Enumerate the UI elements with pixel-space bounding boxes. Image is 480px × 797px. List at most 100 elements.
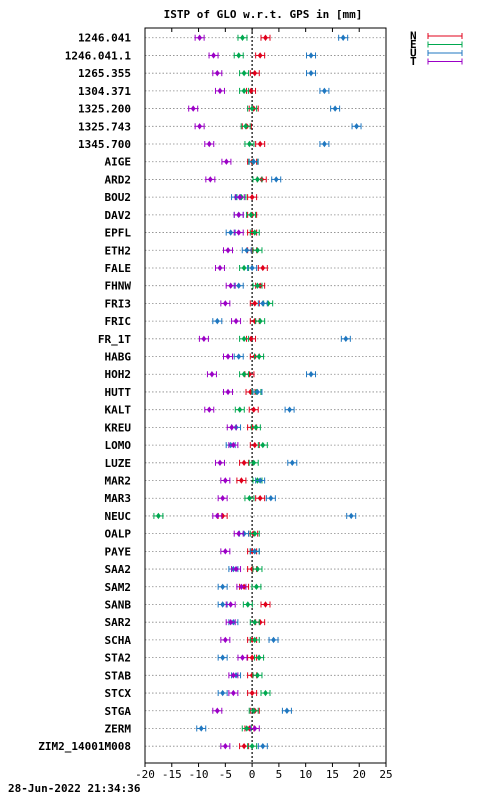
point-e: [250, 424, 261, 431]
x-tick-label: -15: [162, 768, 182, 781]
point-e: [251, 583, 262, 590]
point-n: [236, 477, 247, 484]
point-u: [212, 317, 223, 325]
station-label: 1246.041: [78, 32, 131, 45]
point-u: [268, 636, 279, 644]
station-label: ZIM2_14001M008: [38, 740, 131, 753]
x-tick-label: -20: [135, 768, 155, 781]
point-u: [306, 52, 317, 59]
point-e: [254, 654, 265, 661]
point-t: [204, 140, 215, 148]
point-n: [247, 689, 258, 697]
station-label: 1265.355: [78, 67, 131, 80]
point-u: [330, 105, 341, 112]
point-u: [351, 123, 362, 130]
point-t: [220, 300, 231, 307]
point-n: [246, 335, 257, 343]
grid-layer: [145, 28, 386, 763]
point-e: [237, 34, 248, 41]
legend-entry: N: [410, 30, 463, 43]
point-e: [252, 247, 263, 254]
station-label: KALT: [105, 404, 132, 417]
station-label: DAV2: [105, 209, 132, 222]
legend-label: T: [410, 55, 417, 68]
station-label: FRIC: [105, 315, 132, 328]
point-t: [220, 548, 231, 555]
point-t: [231, 317, 242, 325]
x-tick-label: -5: [219, 768, 232, 781]
point-u: [346, 512, 357, 520]
station-label: ETH2: [105, 244, 132, 257]
point-u: [265, 495, 276, 502]
point-u: [257, 300, 268, 307]
station-label: PAYE: [105, 545, 132, 558]
x-tick-label: 20: [353, 768, 366, 781]
point-u: [217, 689, 228, 697]
station-label: ZERM: [105, 722, 132, 735]
chart-title: ISTP of GLO w.r.t. GPS in [mm]: [164, 8, 363, 21]
x-axis-ticks: -20 -15 -10 -5 0 5 10 15 20 25: [135, 28, 393, 781]
point-t: [249, 725, 260, 732]
station-label: FR_1T: [98, 333, 131, 346]
station-label: SANB: [105, 598, 132, 611]
point-t: [212, 707, 223, 714]
point-e: [260, 689, 271, 697]
point-u: [217, 654, 228, 661]
point-u: [287, 459, 298, 467]
station-label: 1325.200: [78, 103, 131, 116]
point-e: [239, 371, 250, 378]
point-e: [255, 317, 266, 325]
point-t: [231, 565, 242, 573]
station-label: 1246.041.1: [65, 49, 132, 62]
point-e: [244, 495, 255, 502]
station-label: AIGE: [105, 156, 132, 169]
point-e: [254, 353, 265, 360]
point-u: [284, 406, 295, 413]
point-t: [237, 654, 248, 661]
x-tick-label: 0: [249, 768, 256, 781]
station-label: STGA: [105, 705, 132, 718]
point-e: [249, 530, 260, 537]
point-n: [255, 495, 266, 502]
point-n: [260, 601, 271, 608]
marks-layer: [153, 34, 362, 750]
point-n: [248, 406, 259, 413]
station-label: MAR3: [105, 492, 132, 505]
point-e: [252, 176, 263, 183]
point-t: [228, 672, 239, 679]
point-t: [221, 158, 232, 165]
point-e: [249, 618, 260, 626]
station-label: FHNW: [105, 280, 132, 293]
point-t: [225, 601, 236, 608]
x-tick-label: -10: [189, 768, 209, 781]
point-t: [214, 264, 225, 272]
point-e: [247, 742, 258, 750]
point-n: [239, 459, 250, 467]
point-e: [249, 229, 260, 236]
legend-label: U: [410, 47, 417, 60]
legend-label: N: [410, 30, 417, 43]
x-tick-label: 15: [326, 768, 339, 781]
x-tick-label: 10: [299, 768, 312, 781]
point-t: [234, 193, 245, 201]
point-u: [271, 176, 282, 183]
station-label: STA2: [105, 652, 132, 665]
point-e: [239, 87, 250, 95]
point-e: [252, 672, 263, 679]
point-u: [217, 583, 228, 590]
station-label: FRI3: [105, 297, 132, 310]
point-t: [223, 247, 234, 254]
point-u: [247, 264, 258, 272]
point-t: [220, 742, 231, 750]
station-label: HABG: [105, 351, 132, 364]
point-t: [225, 618, 236, 626]
point-n: [255, 140, 266, 148]
station-label: MAR2: [105, 475, 132, 488]
point-t: [194, 34, 205, 41]
point-t: [223, 388, 234, 396]
point-u: [255, 477, 266, 484]
point-u: [338, 34, 349, 41]
point-e: [153, 512, 164, 520]
point-e: [234, 406, 245, 413]
